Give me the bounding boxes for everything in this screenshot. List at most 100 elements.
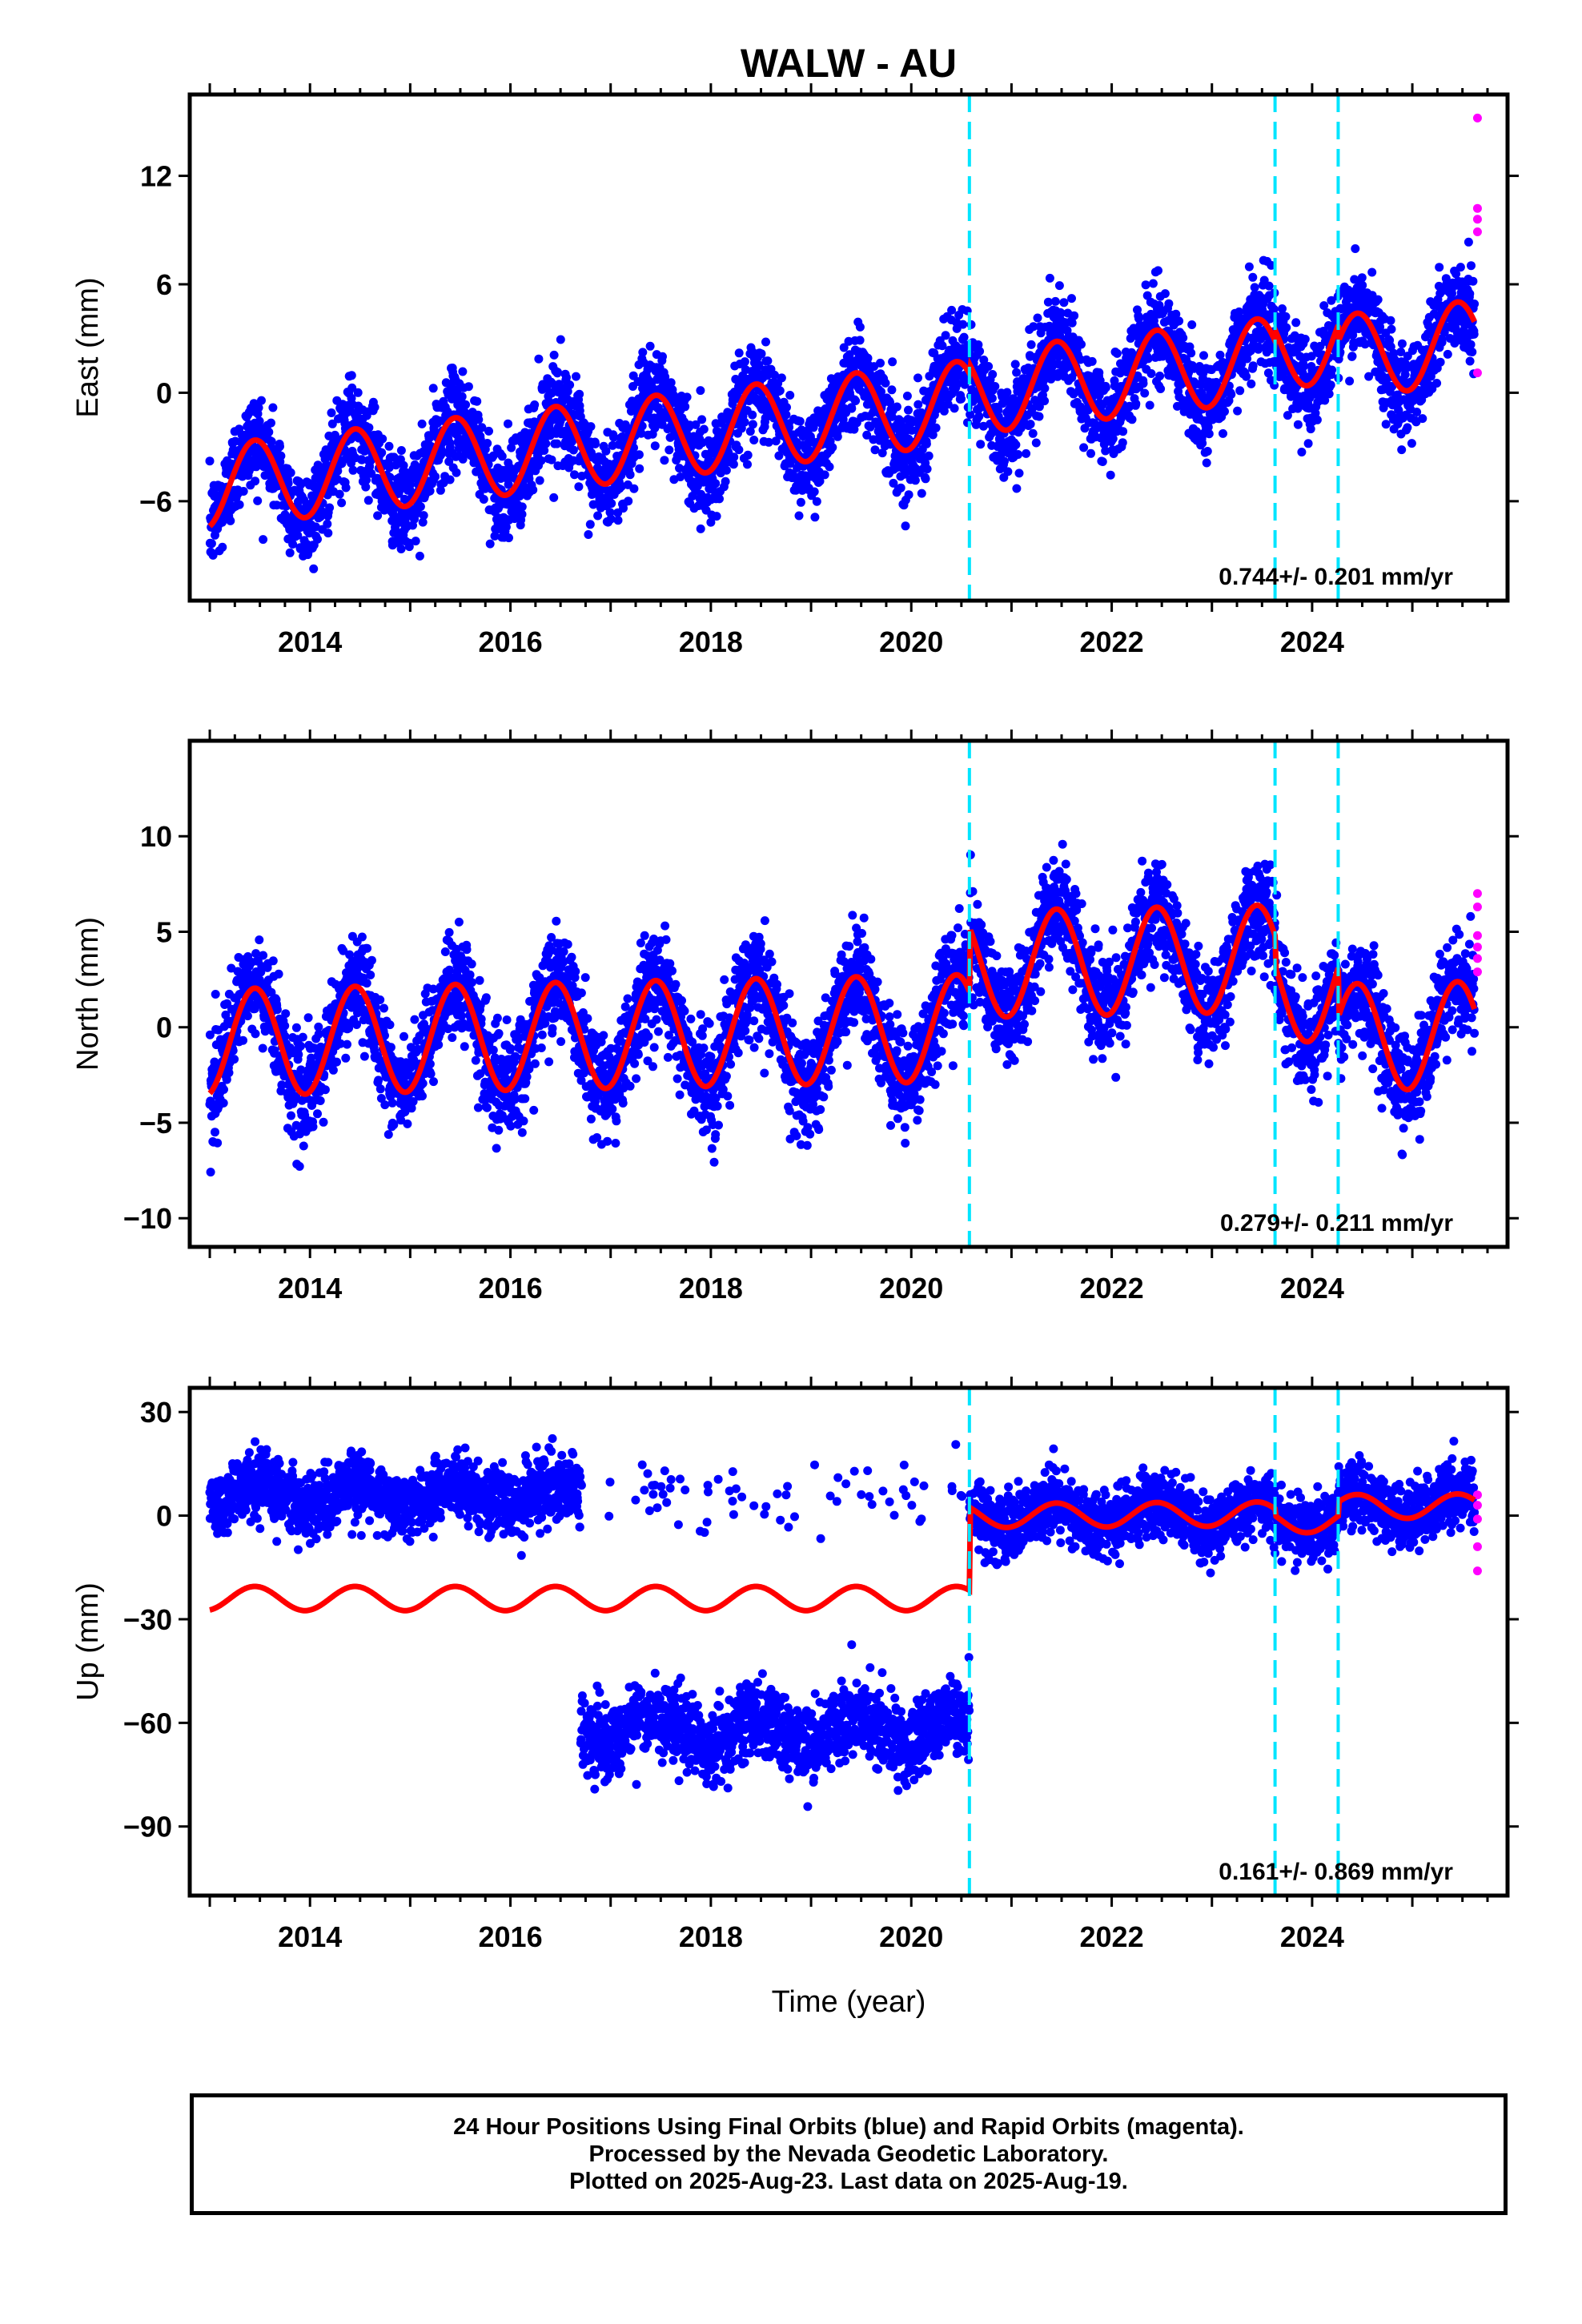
final-point	[1086, 448, 1095, 458]
final-point	[682, 430, 692, 440]
final-point	[740, 417, 749, 427]
final-point	[501, 522, 511, 532]
final-point	[979, 356, 989, 364]
final-point	[552, 439, 562, 448]
final-point	[1014, 468, 1024, 478]
final-point	[323, 519, 332, 529]
final-point	[1291, 318, 1301, 328]
final-point	[1227, 390, 1236, 399]
final-point	[1142, 291, 1152, 300]
final-point	[272, 1005, 282, 1015]
final-point	[207, 539, 216, 549]
final-point	[1108, 434, 1118, 444]
final-point	[553, 368, 562, 377]
final-point	[588, 500, 598, 509]
final-point	[1040, 384, 1050, 393]
final-point	[921, 474, 930, 484]
final-point	[606, 514, 616, 524]
final-point	[706, 517, 716, 527]
final-point	[1029, 322, 1038, 332]
final-point	[243, 1011, 252, 1021]
final-point	[572, 372, 580, 381]
final-point	[218, 542, 227, 552]
x-tick-label: 2018	[679, 625, 743, 658]
final-point	[575, 389, 584, 399]
final-point	[1293, 420, 1303, 429]
final-point	[681, 402, 690, 412]
final-point	[230, 1055, 239, 1064]
final-point	[863, 353, 873, 363]
final-point	[810, 513, 820, 522]
final-point	[1300, 335, 1310, 344]
final-point	[976, 440, 986, 449]
final-point	[650, 441, 660, 451]
final-point	[1447, 289, 1456, 298]
final-point	[1469, 329, 1479, 339]
final-point	[764, 437, 773, 447]
final-point	[458, 454, 468, 464]
final-point	[607, 499, 616, 509]
final-point	[696, 524, 705, 533]
final-point	[1034, 402, 1044, 412]
final-point	[327, 408, 336, 417]
final-point	[1186, 348, 1196, 358]
final-point	[855, 322, 865, 332]
final-point	[825, 462, 834, 472]
final-point	[1235, 307, 1244, 316]
final-point	[335, 489, 344, 499]
final-point	[1437, 338, 1447, 347]
final-point	[477, 423, 487, 432]
final-point	[208, 550, 218, 560]
final-point	[740, 357, 749, 367]
final-point	[777, 373, 786, 383]
final-point	[515, 492, 524, 501]
final-point	[947, 305, 957, 315]
final-point	[847, 404, 857, 413]
final-point	[404, 542, 414, 552]
final-point	[1465, 356, 1475, 366]
final-point	[484, 426, 493, 436]
final-point	[820, 470, 829, 480]
final-point	[770, 370, 779, 380]
final-point	[1244, 262, 1254, 271]
final-point	[1098, 457, 1107, 466]
final-point	[1141, 280, 1150, 290]
final-point	[721, 465, 731, 475]
final-point	[1418, 414, 1427, 424]
final-point	[1247, 379, 1256, 388]
final-point	[591, 439, 600, 448]
final-point	[743, 450, 753, 460]
x-tick-label: 2016	[479, 625, 543, 658]
east-frame	[187, 92, 1510, 603]
final-point	[535, 476, 544, 485]
final-point	[715, 494, 724, 504]
final-point	[924, 451, 934, 460]
final-point	[904, 490, 913, 500]
final-point	[1145, 400, 1154, 410]
final-point	[950, 404, 959, 413]
final-point	[833, 432, 842, 441]
final-point	[530, 400, 540, 409]
final-point	[235, 500, 244, 509]
final-point	[1468, 276, 1478, 286]
final-point	[1192, 427, 1201, 436]
final-point	[1386, 316, 1395, 325]
final-point	[479, 495, 488, 504]
final-point	[1464, 237, 1473, 247]
final-point	[259, 951, 268, 960]
final-point	[1131, 399, 1141, 408]
final-point	[1057, 308, 1066, 318]
final-point	[268, 956, 278, 966]
final-point	[928, 430, 938, 440]
rapid-point	[1472, 215, 1482, 224]
final-point	[892, 402, 901, 412]
y-tick-label: 12	[140, 160, 172, 193]
final-point	[309, 564, 319, 573]
final-point	[734, 445, 744, 455]
final-point	[1263, 368, 1273, 378]
final-point	[1242, 372, 1251, 381]
east-final-points	[205, 237, 1480, 573]
final-point	[1101, 383, 1110, 392]
final-point	[528, 485, 538, 495]
final-point	[636, 428, 646, 438]
